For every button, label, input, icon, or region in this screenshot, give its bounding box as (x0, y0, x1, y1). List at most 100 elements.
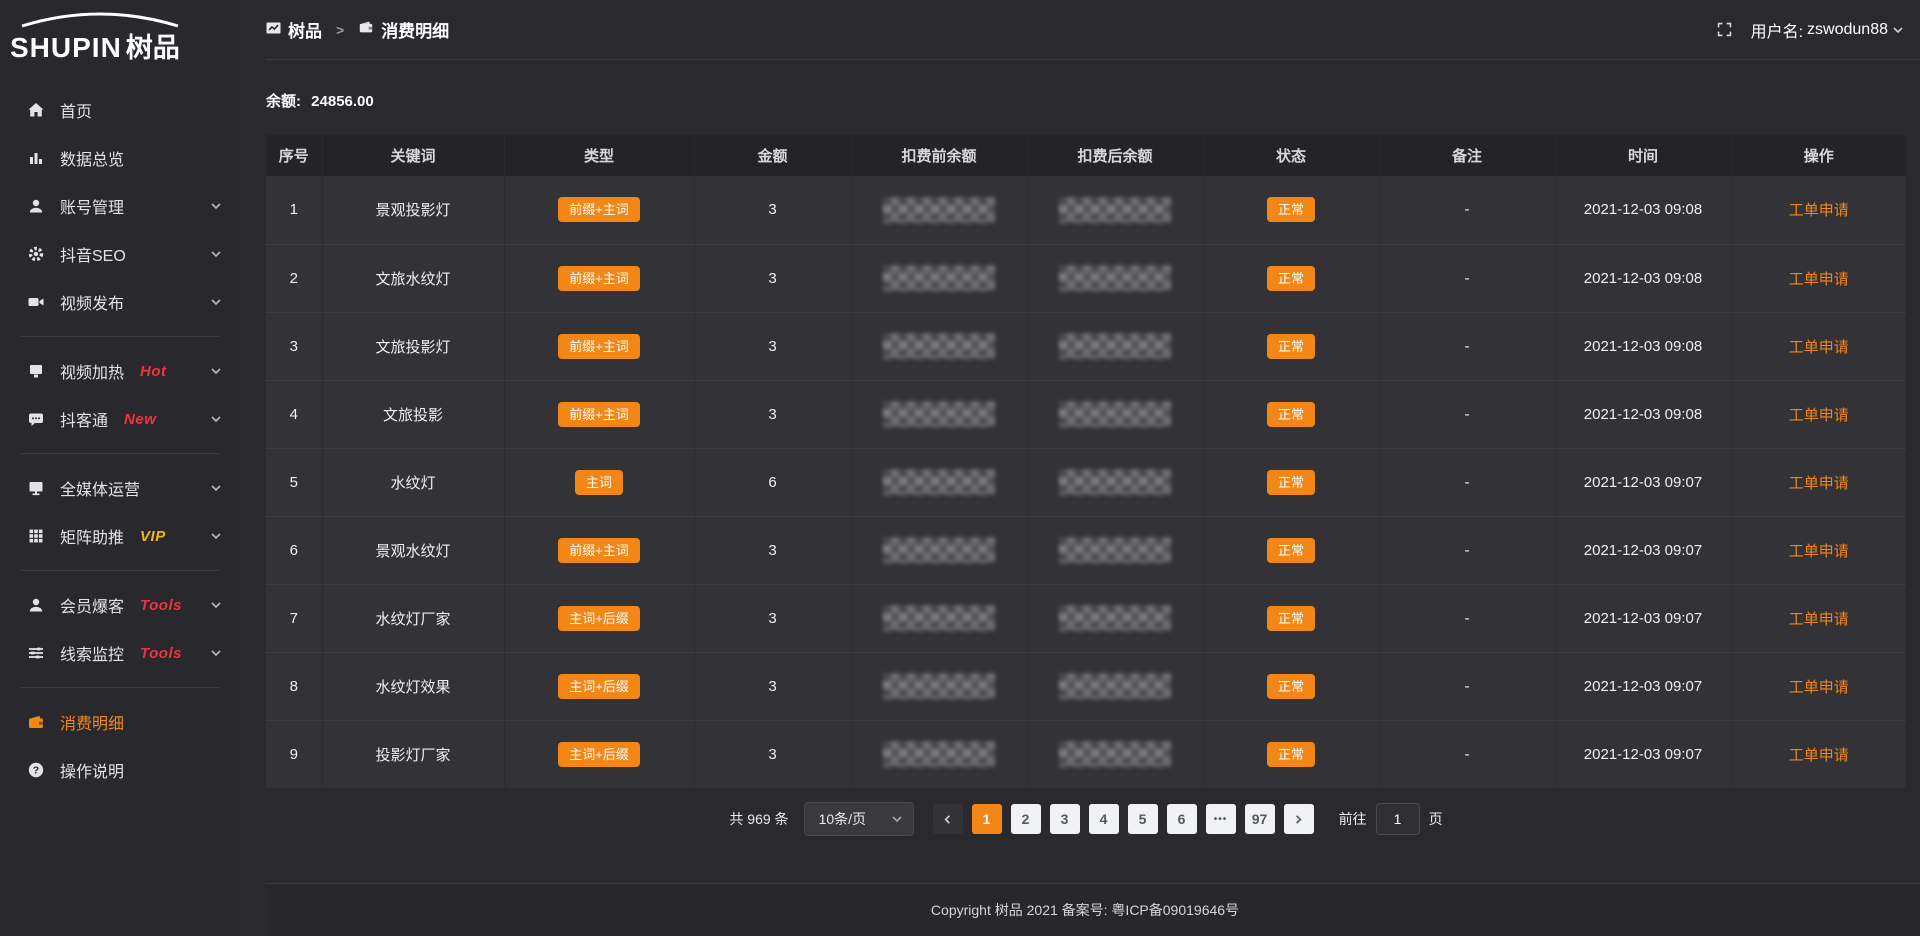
cell-no: 3 (266, 311, 323, 380)
table-row: 6 景观水纹灯 前缀+主词 3 正常 - 2021-12-03 09:07 工单… (266, 515, 1906, 584)
cell-status: 正常 (1203, 379, 1380, 448)
work-order-link[interactable]: 工单申请 (1788, 474, 1849, 492)
col-header-balance-after: 扣费后余额 (1027, 135, 1204, 176)
work-order-link[interactable]: 工单申请 (1788, 610, 1849, 628)
work-order-link[interactable]: 工单申请 (1788, 746, 1849, 764)
sidebar-item-account-mgmt[interactable]: 账号管理 (0, 182, 240, 230)
redacted-value (883, 741, 995, 768)
sidebar-divider (20, 453, 220, 454)
total-count: 共 969 条 (729, 811, 789, 827)
cell-amount: 3 (694, 719, 852, 788)
cell-balance-before (851, 447, 1028, 516)
question-icon: ? (27, 761, 45, 779)
cell-type: 前缀+主词 (504, 311, 695, 380)
cell-balance-before (851, 379, 1028, 448)
work-order-link[interactable]: 工单申请 (1788, 406, 1849, 424)
redacted-value (883, 469, 995, 495)
redacted-value (1059, 196, 1171, 223)
redacted-value (1059, 401, 1171, 427)
chevron-down-icon (210, 599, 222, 611)
cell-time: 2021-12-03 09:07 (1555, 515, 1732, 584)
cell-keyword: 景观水纹灯 (322, 515, 505, 584)
table-row: 4 文旅投影 前缀+主词 3 正常 - 2021-12-03 09:08 工单申… (266, 379, 1906, 448)
breadcrumb-item-root[interactable]: 树品 (266, 17, 322, 42)
sidebar-item-lead-monitor[interactable]: 线索监控 Tools (0, 629, 240, 677)
page-button-97[interactable]: 97 (1244, 804, 1275, 834)
sidebar-item-data-overview[interactable]: 数据总览 (0, 134, 240, 182)
cell-keyword: 文旅投影灯 (322, 311, 505, 380)
redacted-value (883, 265, 995, 291)
status-badge: 正常 (1266, 673, 1315, 699)
cell-balance-before (851, 311, 1028, 380)
cell-status: 正常 (1203, 719, 1380, 788)
vip-tag: VIP (140, 527, 166, 545)
sidebar-item-label: 视频加热 (60, 365, 125, 382)
sidebar-item-instructions[interactable]: ? 操作说明 (0, 746, 240, 794)
table-row: 1 景观投影灯 前缀+主词 3 正常 - 2021-12-03 09:08 工单… (266, 176, 1906, 244)
page-button-6[interactable]: 6 (1166, 804, 1197, 834)
page-size-select[interactable]: 10条/页 (803, 802, 914, 836)
sidebar-item-video-heat[interactable]: 视频加热 Hot (0, 347, 240, 395)
cell-amount: 3 (694, 651, 852, 720)
work-order-link[interactable]: 工单申请 (1788, 270, 1849, 288)
next-page-button[interactable] (1283, 804, 1314, 834)
cell-time: 2021-12-03 09:08 (1555, 379, 1732, 448)
cell-type: 前缀+主词 (504, 243, 695, 312)
sidebar-item-video-publish[interactable]: 视频发布 (0, 278, 240, 326)
footer: Copyright 树品 2021 备案号: 粤ICP备09019646号 (266, 883, 1920, 936)
prev-page-button[interactable] (932, 804, 963, 834)
redacted-value (883, 333, 995, 359)
cell-amount: 3 (694, 379, 852, 448)
work-order-link[interactable]: 工单申请 (1788, 202, 1849, 220)
work-order-link[interactable]: 工单申请 (1788, 678, 1849, 696)
cell-time: 2021-12-03 09:07 (1555, 719, 1732, 788)
fullscreen-icon[interactable] (1716, 21, 1733, 38)
cell-amount: 3 (694, 176, 852, 244)
sidebar-item-matrix-boost[interactable]: 矩阵助推 VIP (0, 512, 240, 560)
pagination: 共 969 条 10条/页 1 2 3 4 5 6 ••• 97 前往 页 (266, 802, 1906, 836)
cell-action: 工单申请 (1731, 243, 1906, 312)
table-row: 9 投影灯厂家 主词+后缀 3 正常 - 2021-12-03 09:07 工单… (266, 719, 1906, 788)
work-order-link[interactable]: 工单申请 (1788, 542, 1849, 560)
page-button-2[interactable]: 2 (1010, 804, 1041, 834)
new-tag: New (124, 410, 157, 428)
page-size-value: 10条/页 (818, 811, 867, 827)
consumption-table: 序号 关键词 类型 金额 扣费前余额 扣费后余额 状态 备注 时间 操作 (266, 135, 1906, 788)
sidebar-divider (20, 336, 220, 337)
sidebar-item-all-media-ops[interactable]: 全媒体运营 (0, 464, 240, 512)
col-header-type: 类型 (504, 135, 695, 176)
user-menu[interactable]: 用户名: zswodun88 (1751, 18, 1904, 42)
breadcrumb-item-current[interactable]: 消费明细 (358, 17, 449, 42)
chevron-down-icon (210, 296, 222, 308)
cell-note: - (1379, 243, 1556, 312)
cell-no: 5 (266, 447, 323, 516)
logo: SHUPIN 树品 (10, 12, 240, 62)
work-order-link[interactable]: 工单申请 (1788, 338, 1849, 356)
cell-keyword: 水纹灯厂家 (322, 583, 505, 652)
sidebar-item-member-burst[interactable]: 会员爆客 Tools (0, 581, 240, 629)
goto-page-input[interactable] (1375, 803, 1420, 835)
sidebar-item-home[interactable]: 首页 (0, 86, 240, 134)
sidebar-item-consumption-detail[interactable]: 消费明细 (0, 698, 240, 746)
sidebar: SHUPIN 树品 首页 数据总览 账号管理 抖音SEO (0, 0, 240, 936)
bar-chart-icon (27, 149, 45, 167)
username-value: zswodun88 (1807, 20, 1888, 38)
more-pages-button[interactable]: ••• (1205, 804, 1236, 834)
sidebar-item-label: 消费明细 (60, 716, 125, 733)
type-badge: 主词+后缀 (558, 673, 640, 699)
cell-status: 正常 (1203, 176, 1380, 244)
cell-type: 前缀+主词 (504, 176, 695, 244)
cell-type: 主词+后缀 (504, 651, 695, 720)
table-row: 8 水纹灯效果 主词+后缀 3 正常 - 2021-12-03 09:07 工单… (266, 651, 1906, 720)
page-button-5[interactable]: 5 (1127, 804, 1158, 834)
redacted-value (883, 605, 995, 631)
cell-note: - (1379, 719, 1556, 788)
page-button-4[interactable]: 4 (1088, 804, 1119, 834)
page-button-3[interactable]: 3 (1049, 804, 1080, 834)
sidebar-item-doukentong[interactable]: 抖客通 New (0, 395, 240, 443)
topbar: 树品 > 消费明细 用户名: zswodun88 (266, 0, 1920, 60)
page-button-1[interactable]: 1 (971, 804, 1002, 834)
sidebar-item-douyin-seo[interactable]: 抖音SEO (0, 230, 240, 278)
logo-text-latin: SHUPIN (10, 32, 122, 63)
tools-tag: Tools (140, 644, 182, 662)
